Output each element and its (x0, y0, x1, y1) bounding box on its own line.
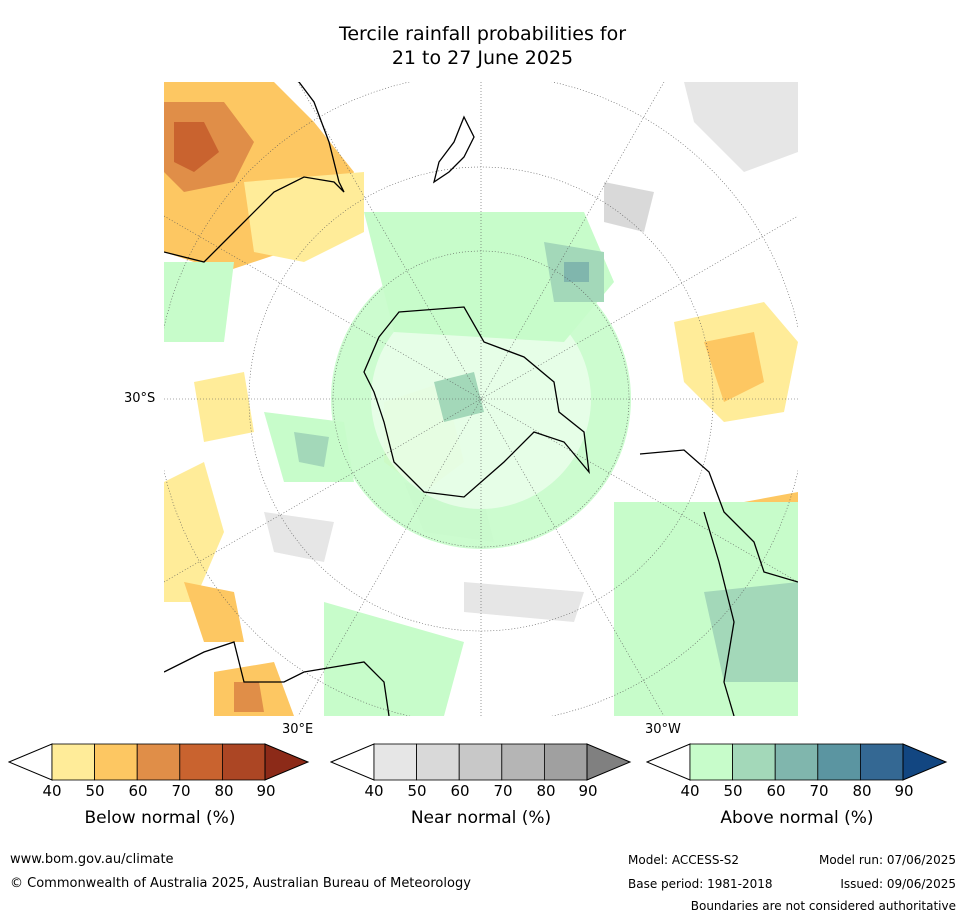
colorbar-bin (221, 743, 266, 781)
colorbar-bin (732, 743, 776, 781)
issued-date: Issued: 09/06/2025 (840, 877, 956, 891)
colorbar-bin (136, 743, 181, 781)
colorbar-bin (179, 743, 223, 781)
tick: 60 (766, 782, 786, 800)
colorbar-bin (817, 743, 861, 781)
graticule (164, 82, 798, 716)
lon-east-label: 30°E (282, 722, 314, 737)
title-line-1: Tercile rainfall probabilities for (338, 23, 627, 45)
colorbar-low-end (330, 743, 375, 781)
tick: 70 (493, 782, 513, 800)
colorbar-low-end (646, 743, 691, 781)
near-normal-colorbar (330, 743, 632, 781)
colorbar-bin (543, 743, 588, 781)
tick: 80 (852, 782, 872, 800)
antarctica-coast (363, 306, 590, 498)
near-normal-title: Near normal (%) (410, 808, 552, 828)
colorbar-bin (94, 743, 138, 781)
title-line-2: 21 to 27 June 2025 (391, 47, 574, 69)
south-america-coast-2 (703, 511, 735, 716)
model-name: Model: ACCESS-S2 (628, 853, 740, 867)
colorbar-bin (416, 743, 460, 781)
tick: 80 (214, 782, 234, 800)
colorbar-bin (51, 743, 95, 781)
colorbar-bin (774, 743, 819, 781)
near-normal-colorbar-svg (330, 743, 632, 781)
above-normal-colorbar-svg (646, 743, 948, 781)
copyright-text: © Commonwealth of Australia 2025, Austra… (10, 876, 471, 891)
coastlines (164, 82, 798, 716)
colorbar-high-end (264, 743, 310, 781)
colorbar-high-end (902, 743, 948, 781)
colorbar-high-end (586, 743, 632, 781)
tick: 60 (450, 782, 470, 800)
colorbar-bin (458, 743, 503, 781)
lat-label: 30°S (124, 391, 156, 406)
tick: 50 (723, 782, 743, 800)
lon-west-label: 30°W (645, 722, 681, 737)
colorbar-bin (859, 743, 904, 781)
base-period: Base period: 1981-2018 (628, 877, 773, 891)
map-title: Tercile rainfall probabilities for 21 to… (0, 22, 965, 70)
below-normal-title: Below normal (%) (84, 808, 236, 828)
tick: 80 (536, 782, 556, 800)
tick: 40 (680, 782, 700, 800)
above-normal-colorbar (646, 743, 948, 781)
tick: 90 (578, 782, 598, 800)
tick: 40 (42, 782, 62, 800)
tick: 50 (407, 782, 427, 800)
tick: 40 (364, 782, 384, 800)
website-link[interactable]: www.bom.gov.au/climate (10, 852, 174, 867)
antarctic-polar-map (164, 82, 798, 716)
tick: 50 (85, 782, 105, 800)
map-canvas (164, 82, 798, 716)
colorbar-bin (501, 743, 545, 781)
tick: 70 (171, 782, 191, 800)
australia-coast (164, 82, 345, 263)
below-normal-colorbar (8, 743, 310, 781)
colorbar-low-end (8, 743, 53, 781)
boundary-disclaimer: Boundaries are not considered authoritat… (690, 899, 956, 913)
above-normal-title: Above normal (%) (720, 808, 874, 828)
tick: 90 (894, 782, 914, 800)
south-america-coast (639, 449, 798, 583)
near-normal-regions (264, 82, 798, 622)
tick: 60 (128, 782, 148, 800)
new-zealand-coast (432, 115, 475, 184)
africa-coast (164, 641, 390, 716)
below-normal-colorbar-svg (8, 743, 310, 781)
colorbar-bin (689, 743, 733, 781)
tick: 70 (809, 782, 829, 800)
model-run-date: Model run: 07/06/2025 (818, 853, 956, 867)
colorbar-bin (373, 743, 417, 781)
tick: 90 (256, 782, 276, 800)
